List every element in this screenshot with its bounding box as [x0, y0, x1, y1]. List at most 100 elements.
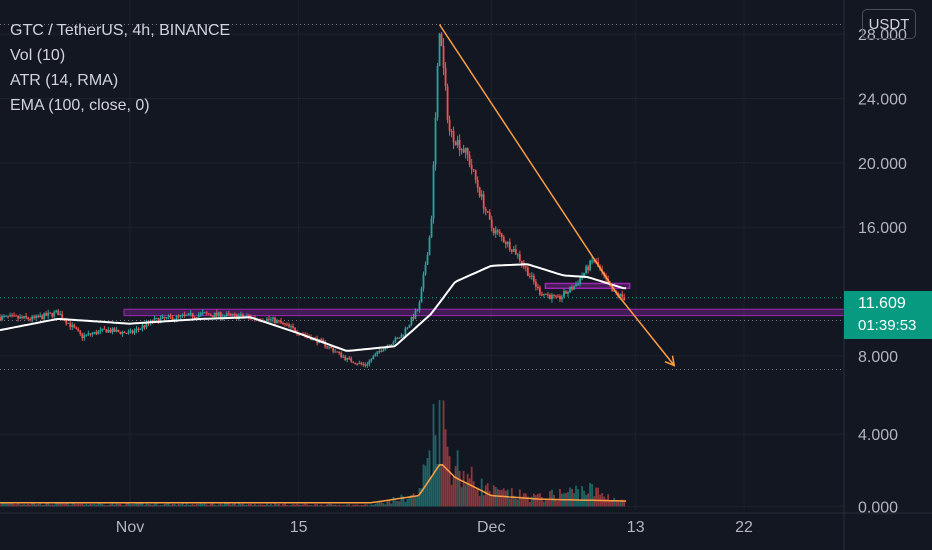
volume-bar	[195, 503, 198, 507]
volume-bar	[328, 503, 331, 507]
volume-bar	[310, 505, 312, 507]
volume-bar	[392, 496, 395, 507]
volume-bar	[191, 504, 194, 507]
volume-bar	[360, 505, 363, 507]
candle-body	[575, 284, 577, 287]
volume-bar	[205, 504, 208, 507]
trendline	[438, 24, 619, 296]
volume-bar	[460, 487, 463, 507]
volume-bar	[370, 504, 373, 507]
candle-body	[504, 242, 507, 245]
volume-bar	[462, 470, 465, 507]
candle-body	[591, 260, 593, 262]
candle-body	[129, 330, 132, 332]
candle-body	[227, 313, 230, 315]
candle-body	[557, 295, 559, 297]
candle-body	[67, 322, 70, 324]
volume-bar	[179, 504, 182, 507]
candle-body	[334, 351, 337, 353]
legend-symbol[interactable]: GTC / TetherUS, 4h, BINANCE	[10, 22, 231, 39]
time-axis-label: Dec	[477, 519, 505, 536]
candle-body	[3, 315, 5, 317]
volume-bar	[93, 503, 96, 507]
volume-bar	[520, 496, 523, 507]
volume-bar	[336, 505, 339, 507]
volume-bar	[557, 500, 559, 507]
candle-body	[611, 286, 614, 292]
volume-bar	[274, 503, 276, 507]
candle-body	[13, 315, 15, 317]
candle-body	[474, 170, 477, 180]
volume-bar	[376, 503, 379, 507]
volume-bar	[338, 504, 341, 507]
volume-bar	[450, 484, 453, 507]
volume-bar	[115, 503, 118, 507]
volume-bar	[611, 501, 614, 507]
candle-body	[75, 327, 78, 329]
volume-bar	[201, 503, 204, 507]
volume-bar	[334, 504, 337, 507]
volume-bar	[430, 476, 433, 507]
volume-bar	[402, 496, 405, 507]
volume-bar	[45, 502, 48, 507]
volume-bar	[247, 504, 250, 507]
candle-body	[532, 275, 535, 282]
price-axis-label: 8.000	[858, 349, 898, 366]
candle-body	[69, 322, 72, 327]
volume-bar	[603, 496, 606, 507]
candle-body	[95, 331, 98, 335]
volume-bar	[272, 505, 274, 507]
candle-body	[41, 315, 44, 320]
volume-bar	[39, 502, 42, 507]
volume-bar	[432, 403, 435, 507]
candle-body	[201, 312, 204, 314]
volume-bar	[221, 504, 224, 507]
volume-bar	[536, 493, 539, 507]
volume-bar	[396, 500, 399, 507]
currency-button[interactable]: USDT	[862, 9, 916, 39]
volume-bar	[37, 504, 40, 507]
candle-body	[446, 86, 449, 120]
volume-bar	[79, 504, 82, 507]
volume-bar	[448, 456, 451, 507]
volume-bar	[284, 503, 286, 507]
price-axis-label: 28.000	[858, 27, 907, 44]
candle-body	[553, 294, 555, 296]
volume-bar	[543, 501, 545, 507]
volume-bar	[67, 502, 70, 507]
candle-body	[512, 249, 515, 252]
candle-body	[555, 295, 557, 297]
volume-bar	[19, 504, 21, 507]
volume-bar	[482, 495, 485, 507]
candle-body	[585, 266, 587, 273]
volume-bar	[233, 503, 236, 507]
volume-bar	[534, 495, 537, 507]
candle-body	[434, 117, 437, 165]
candle-body	[71, 324, 74, 327]
legend-atr[interactable]: ATR (14, RMA)	[10, 72, 119, 89]
volume-bar	[528, 501, 531, 507]
legend-volume[interactable]: Vol (10)	[10, 47, 66, 64]
volume-bar	[571, 488, 573, 507]
volume-bar	[165, 503, 168, 507]
volume-bar	[468, 478, 471, 507]
volume-bar	[452, 476, 455, 507]
candle-body	[460, 149, 463, 151]
candle-body	[464, 147, 467, 153]
candle-body	[547, 294, 549, 296]
volume-bar	[262, 504, 264, 507]
volume-bar	[344, 505, 347, 507]
volume-bar	[547, 499, 549, 507]
candle-body	[105, 329, 108, 333]
volume-bar	[541, 496, 543, 507]
candle-body	[223, 315, 226, 317]
volume-bar	[386, 499, 389, 507]
volume-bar	[412, 493, 415, 507]
volume-bar	[276, 504, 278, 507]
volume-bar	[241, 503, 244, 507]
candle-body	[0, 317, 1, 321]
candle-body	[579, 278, 581, 285]
volume-bar	[245, 504, 248, 507]
legend-ema[interactable]: EMA (100, close, 0)	[10, 97, 150, 114]
